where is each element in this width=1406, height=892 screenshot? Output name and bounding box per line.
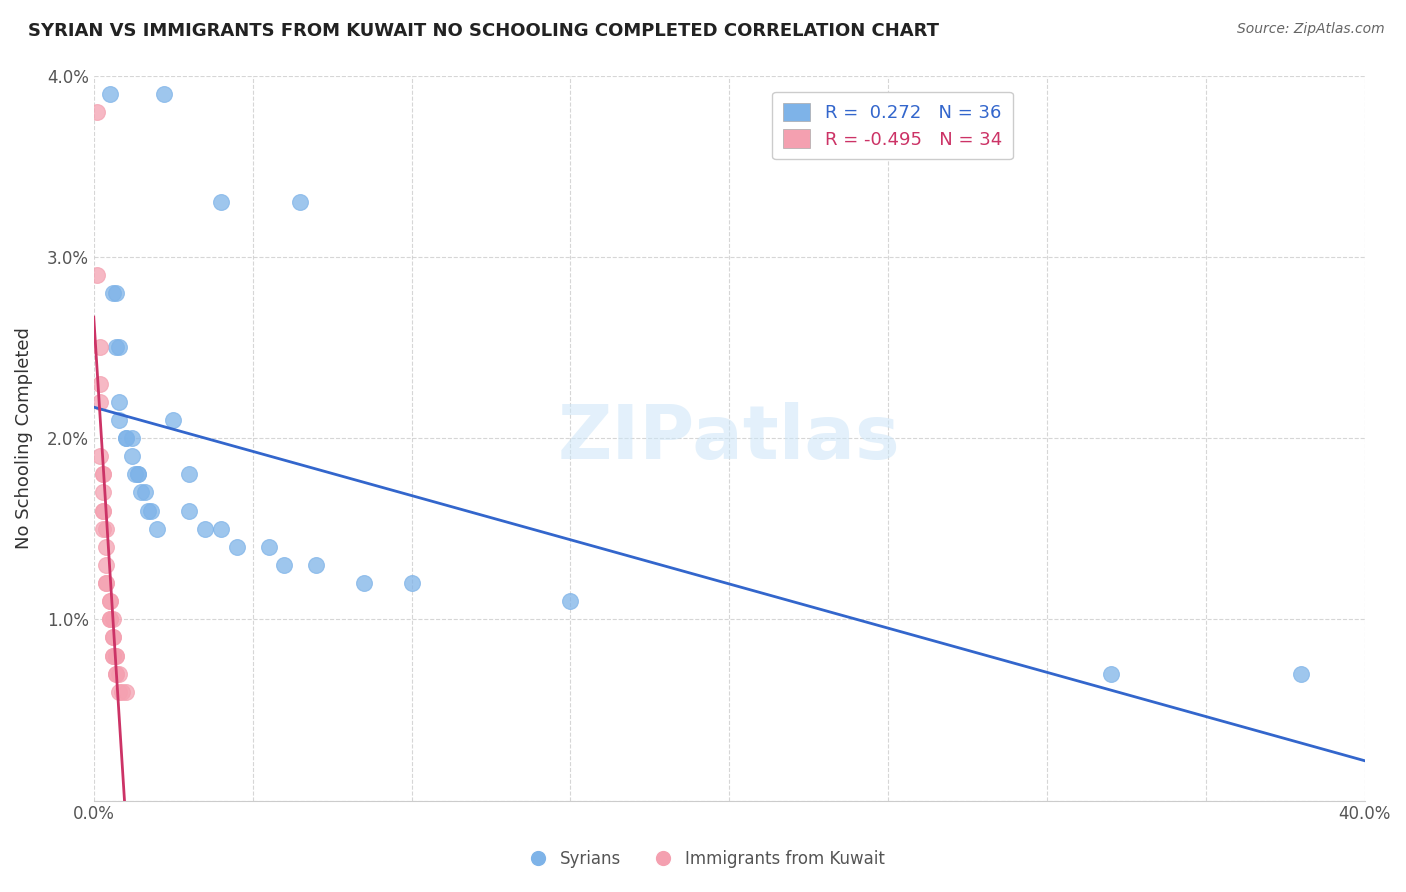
Point [136,503,159,517]
Point [401,576,423,591]
Y-axis label: No Schooling Completed: No Schooling Completed [15,327,32,549]
Point [560,594,582,608]
Point [108,340,131,354]
Point [114,685,136,699]
Point [98,594,121,608]
Point [89,449,111,463]
Point [104,286,127,301]
Point [353,576,375,591]
Point [1099,666,1122,681]
Point [114,431,136,445]
Point [96,558,118,572]
Point [89,340,111,354]
Point [146,522,169,536]
Point [209,195,232,210]
Point [91,503,114,517]
Text: ZIPatlas: ZIPatlas [558,401,901,475]
Point [127,467,149,482]
Point [209,522,232,536]
Point [139,503,162,517]
Point [257,540,280,554]
Point [98,612,121,626]
Point [108,685,131,699]
Point [101,631,124,645]
Point [96,522,118,536]
Point [1291,666,1313,681]
Point [104,648,127,663]
Point [108,394,131,409]
Point [86,268,108,282]
Point [104,666,127,681]
Point [91,503,114,517]
Point [152,87,174,101]
Point [114,431,136,445]
Point [101,612,124,626]
Point [89,394,111,409]
Point [101,631,124,645]
Point [98,594,121,608]
Point [108,666,131,681]
Point [121,449,143,463]
Point [273,558,295,572]
Point [96,576,118,591]
Point [91,467,114,482]
Point [225,540,247,554]
Text: SYRIAN VS IMMIGRANTS FROM KUWAIT NO SCHOOLING COMPLETED CORRELATION CHART: SYRIAN VS IMMIGRANTS FROM KUWAIT NO SCHO… [28,22,939,40]
Point [124,467,146,482]
Point [101,648,124,663]
Point [121,431,143,445]
Point [91,485,114,500]
Point [101,648,124,663]
Point [305,558,328,572]
Point [162,413,184,427]
Point [91,467,114,482]
Point [101,286,124,301]
Point [98,612,121,626]
Point [96,540,118,554]
Point [89,376,111,391]
Point [91,522,114,536]
Legend: R =  0.272   N = 36, R = -0.495   N = 34: R = 0.272 N = 36, R = -0.495 N = 34 [772,92,1012,160]
Point [104,648,127,663]
Point [108,413,131,427]
Point [134,485,156,500]
Point [177,467,200,482]
Point [86,104,108,119]
Text: Source: ZipAtlas.com: Source: ZipAtlas.com [1237,22,1385,37]
Point [104,340,127,354]
Legend: Syrians, Immigrants from Kuwait: Syrians, Immigrants from Kuwait [515,844,891,875]
Point [177,503,200,517]
Point [131,485,153,500]
Point [96,576,118,591]
Point [98,87,121,101]
Point [290,195,312,210]
Point [127,467,149,482]
Point [194,522,217,536]
Point [111,685,134,699]
Point [104,666,127,681]
